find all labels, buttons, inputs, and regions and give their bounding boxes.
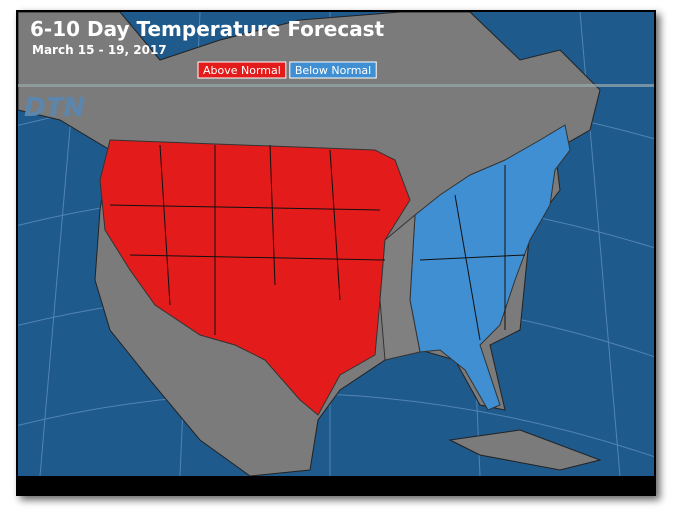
- region-normal: [379, 213, 421, 361]
- subtitle: March 15 - 19, 2017: [32, 43, 167, 57]
- legend: Above Normal Below Normal: [197, 61, 377, 79]
- cuba: [448, 429, 602, 471]
- region-below: [409, 124, 571, 411]
- legend-swatch: [289, 61, 377, 79]
- map: [18, 12, 654, 476]
- legend-label: Below Normal: [295, 64, 371, 77]
- divider: [18, 84, 654, 87]
- legend-swatch: [197, 61, 287, 79]
- title: 6-10 Day Temperature Forecast: [30, 17, 385, 41]
- legend-label: Above Normal: [203, 64, 281, 77]
- state-borders: [109, 144, 526, 341]
- logo: DTN: [24, 93, 85, 123]
